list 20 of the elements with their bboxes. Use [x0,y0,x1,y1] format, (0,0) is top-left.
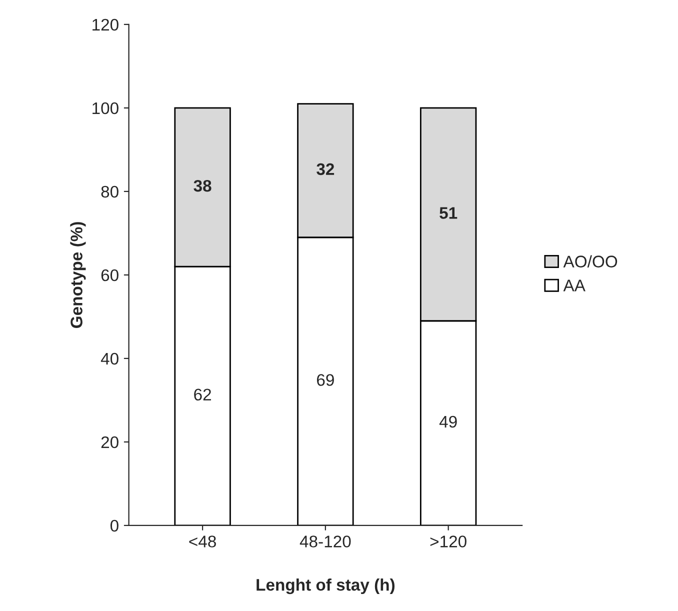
data-label: 49 [439,416,457,428]
x-tick-label: <48 [189,536,216,548]
y-tick-label: 120 [92,18,118,31]
y-tick-label: 80 [101,186,118,198]
legend-label: AA [563,280,586,292]
y-tick-label: 40 [100,352,118,365]
data-label: 62 [194,388,211,401]
y-tick-label: 0 [110,520,118,532]
y-tick-label: 100 [92,102,118,114]
data-label: 69 [317,374,334,386]
x-tick-label: >120 [430,536,466,548]
legend-label: AO/OO [563,255,618,268]
x-tick-label: 48-120 [300,536,351,548]
data-label: 32 [316,163,334,176]
x-axis-title: Lenght of stay (h) [256,578,395,594]
data-label: 51 [440,207,458,219]
data-label: 38 [194,180,212,192]
y-axis-title: Genotype (%) [70,222,86,328]
y-tick-label: 20 [101,436,118,448]
y-tick-label: 60 [101,269,118,282]
